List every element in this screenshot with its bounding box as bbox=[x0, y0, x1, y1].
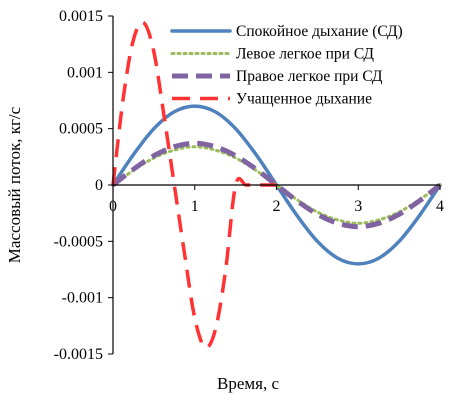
legend-label-4: Учащенное дыхание bbox=[236, 91, 372, 108]
legend-label-3: Правое легкое при СД bbox=[236, 68, 383, 85]
series-line-2 bbox=[111, 145, 442, 225]
x-tick-label: 3 bbox=[354, 198, 362, 215]
y-tick-label: -0.0015 bbox=[54, 346, 103, 363]
y-tick-label: -0.001 bbox=[62, 290, 103, 307]
y-axis-label: Массовый поток, кг/с bbox=[5, 106, 24, 263]
x-tick-label: 2 bbox=[273, 198, 281, 215]
y-tick-label: 0.0015 bbox=[59, 8, 103, 25]
y-tick-label: -0.0005 bbox=[54, 233, 103, 250]
x-tick-label: 0 bbox=[109, 198, 117, 215]
x-tick-label: 1 bbox=[191, 198, 199, 215]
legend-label-2: Левое легкое при СД bbox=[236, 46, 374, 63]
y-tick-label: 0.001 bbox=[67, 64, 103, 81]
y-tick-label: 0.0005 bbox=[59, 121, 103, 138]
y-tick-label: 0 bbox=[95, 177, 103, 194]
legend-label-1: Спокойное дыхание (СД) bbox=[236, 23, 403, 40]
x-tick-label: 4 bbox=[436, 198, 444, 215]
x-axis-label: Время, с bbox=[217, 374, 279, 393]
